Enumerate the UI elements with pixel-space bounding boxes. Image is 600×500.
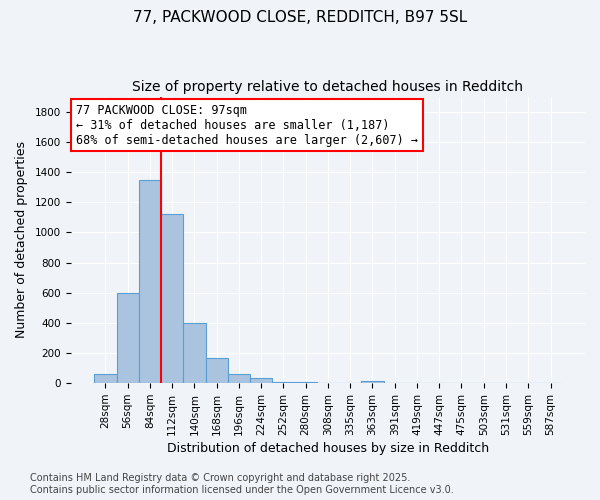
X-axis label: Distribution of detached houses by size in Redditch: Distribution of detached houses by size … xyxy=(167,442,489,455)
Bar xyxy=(161,214,184,383)
Title: Size of property relative to detached houses in Redditch: Size of property relative to detached ho… xyxy=(133,80,523,94)
Bar xyxy=(94,374,116,383)
Y-axis label: Number of detached properties: Number of detached properties xyxy=(15,142,28,338)
Bar xyxy=(184,323,206,383)
Bar xyxy=(228,374,250,383)
Bar xyxy=(139,180,161,383)
Text: 77 PACKWOOD CLOSE: 97sqm
← 31% of detached houses are smaller (1,187)
68% of sem: 77 PACKWOOD CLOSE: 97sqm ← 31% of detach… xyxy=(76,104,418,146)
Bar xyxy=(361,381,383,383)
Bar xyxy=(295,382,317,383)
Bar xyxy=(272,382,295,383)
Text: 77, PACKWOOD CLOSE, REDDITCH, B97 5SL: 77, PACKWOOD CLOSE, REDDITCH, B97 5SL xyxy=(133,10,467,25)
Bar xyxy=(116,292,139,383)
Text: Contains HM Land Registry data © Crown copyright and database right 2025.
Contai: Contains HM Land Registry data © Crown c… xyxy=(30,474,454,495)
Bar xyxy=(206,358,228,383)
Bar xyxy=(250,378,272,383)
